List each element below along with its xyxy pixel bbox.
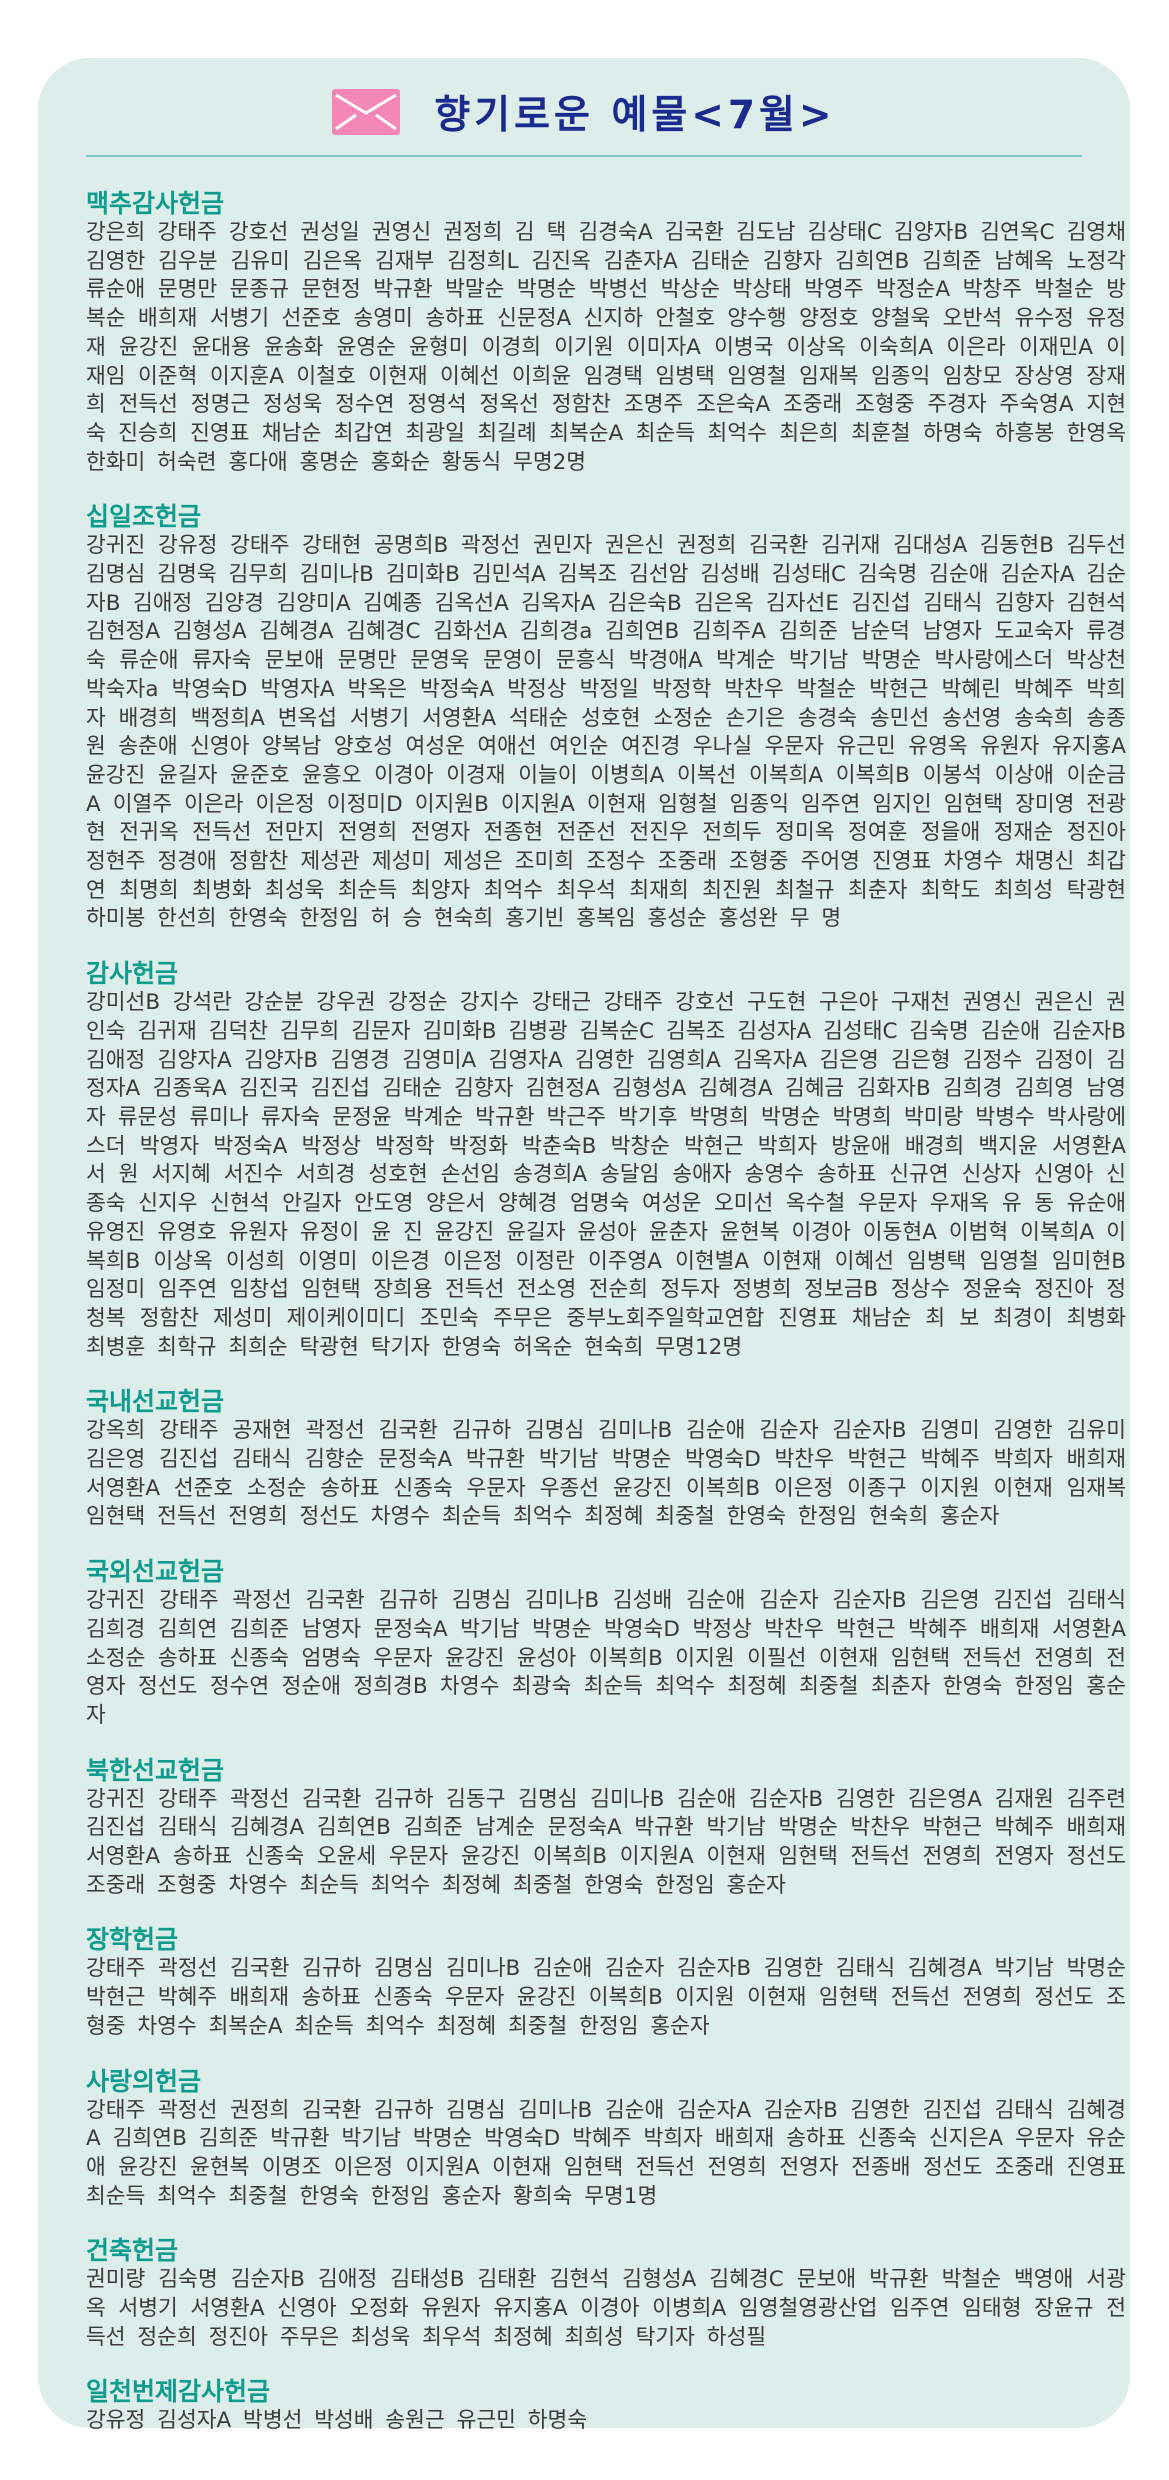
section-title: 건축헌금 (86, 2236, 179, 2266)
donor-names: 권미량 김숙명 김순자B 김애정 김태성B 김태환 김현석 김형성A 김혜경C … (86, 2267, 1126, 2350)
section-thousand-offering: 일천번제감사헌금 강유정 김성자A 박병선 박성배 송원근 유근민 하명숙 (86, 2376, 1126, 2436)
section-title: 국내선교헌금 (86, 1387, 225, 1417)
section-overseas-mission: 국외선교헌금 강귀진 강태주 곽정선 김국환 김규하 김명심 김미나B 김성배 … (86, 1556, 1126, 1731)
envelope-icon (332, 89, 401, 135)
header: 향기로운 예물<7월> (38, 84, 1130, 154)
donor-names: 강귀진 강태주 곽정선 김국환 김규하 김명심 김미나B 김성배 김순애 김순자… (86, 1588, 1126, 1728)
section-title: 북한선교헌금 (86, 1755, 225, 1785)
section-title: 십일조헌금 (86, 502, 202, 532)
section-domestic-mission: 국내선교헌금 강옥희 강태주 공재현 곽정선 김국환 김규하 김명심 김미나B … (86, 1386, 1126, 1532)
donor-names: 강미선B 강석란 강순분 강우권 강정순 강지수 강태근 강태주 강호선 구도현… (86, 990, 1126, 1360)
donor-names: 강태주 곽정선 김국환 김규하 김명심 김미나B 김순애 김순자 김순자B 김영… (86, 1956, 1126, 2039)
donor-names: 강유정 김성자A 박병선 박성배 송원근 유근민 하명숙 (86, 2408, 588, 2434)
section-building-fund: 건축헌금 권미량 김숙명 김순자B 김애정 김태성B 김태환 김현석 김형성A … (86, 2235, 1126, 2352)
donor-names: 강옥희 강태주 공재현 곽정선 김국환 김규하 김명심 김미나B 김순애 김순자… (86, 1418, 1126, 1530)
donor-names: 강태주 곽정선 권정희 김국환 김규하 김명심 김미나B 김순애 김순자A 김순… (86, 2097, 1126, 2209)
offering-list: 맥추감사헌금 강은희 강태주 강호선 권성일 권영신 권정희 김 택 김경숙A … (86, 188, 1126, 2460)
section-title: 맥추감사헌금 (86, 189, 225, 218)
section-scholarship: 장학헌금 강태주 곽정선 김국환 김규하 김명심 김미나B 김순애 김순자 김순… (86, 1924, 1126, 2041)
donor-names: 강귀진 강태주 곽정선 김국환 김규하 김동구 김명심 김미나B 김순애 김순자… (86, 1786, 1126, 1898)
section-love-offering: 사랑의헌금 강태주 곽정선 권정희 김국환 김규하 김명심 김미나B 김순애 김… (86, 2066, 1126, 2212)
section-thanksgiving: 감사헌금 강미선B 강석란 강순분 강우권 강정순 강지수 강태근 강태주 강호… (86, 958, 1126, 1362)
title-divider (86, 155, 1082, 157)
section-title: 사랑의헌금 (86, 2066, 202, 2096)
content-panel: 향기로운 예물<7월> 맥추감사헌금 강은희 강태주 강호선 권성일 권영신 권… (38, 58, 1130, 2433)
section-title: 국외선교헌금 (86, 1557, 225, 1587)
page-title: 향기로운 예물<7월> (434, 93, 836, 138)
donor-names: 강은희 강태주 강호선 권성일 권영신 권정희 김 택 김경숙A 김국환 김도남… (86, 220, 1126, 475)
section-maekchu-thanksgiving: 맥추감사헌금 강은희 강태주 강호선 권성일 권영신 권정희 김 택 김경숙A … (86, 188, 1126, 477)
section-title: 감사헌금 (86, 959, 179, 989)
section-title: 장학헌금 (86, 1925, 179, 1955)
donor-names: 강귀진 강유정 강태주 강태현 공명희B 곽정선 권민자 권은신 권정희 김국환… (86, 533, 1126, 932)
section-north-korea-mission: 북한선교헌금 강귀진 강태주 곽정선 김국환 김규하 김동구 김명심 김미나B … (86, 1755, 1126, 1901)
section-title: 일천번제감사헌금 (86, 2377, 271, 2407)
section-tithe: 십일조헌금 강귀진 강유정 강태주 강태현 공명희B 곽정선 권민자 권은신 권… (86, 501, 1126, 934)
